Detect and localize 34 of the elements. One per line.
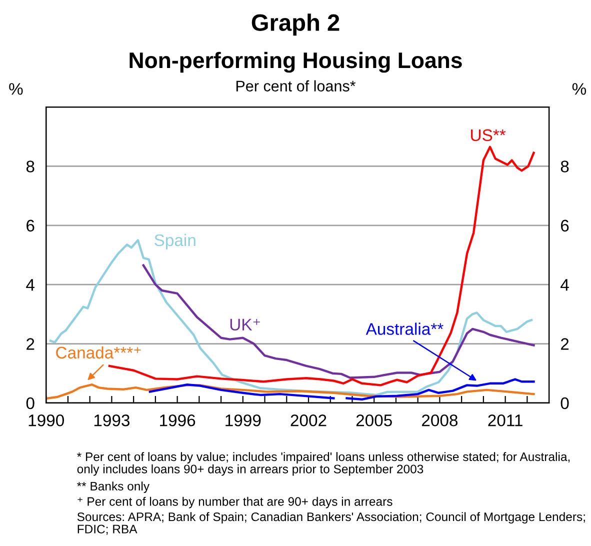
x-tick-label: 1996 <box>160 414 196 426</box>
series-label: US** <box>471 129 506 142</box>
y-tick-label: 2 <box>26 338 34 350</box>
chart-subtitle: Per cent of loans* <box>236 80 356 92</box>
text: Australia** <box>366 322 444 335</box>
y2-tick-label: 8 <box>560 160 569 172</box>
x-tick-label: 1993 <box>94 414 130 426</box>
chart-title: Non-performing Housing Loans <box>130 52 462 73</box>
y2-tick-label: 2 <box>560 338 569 350</box>
x-tick-label: 2002 <box>290 414 326 426</box>
x-tick-label: 2011 <box>488 414 522 426</box>
y2-tick-label: 4 <box>560 279 569 291</box>
line-series <box>46 383 535 400</box>
y-tick-label: 6 <box>26 220 34 232</box>
y-tick-label: 8 <box>26 160 34 172</box>
x-tick-label: 1999 <box>226 414 261 426</box>
series-label: UK⁺ <box>230 318 260 330</box>
series-label: Spain <box>154 234 196 250</box>
y2-axis-title: % <box>572 83 586 95</box>
caption: Graph 2 <box>252 14 340 36</box>
series-label: Canada***⁺ <box>56 346 141 359</box>
x-tick-label: 1990 <box>28 414 64 426</box>
x-tick-label: 2005 <box>356 414 392 426</box>
line-series <box>142 264 535 379</box>
y-tick-label: 0 <box>26 397 34 410</box>
y2-tick-label: 0 <box>560 397 569 410</box>
x-tick-label: 2008 <box>422 414 458 426</box>
y-axis-title: % <box>9 83 23 95</box>
y2-tick-label: 6 <box>560 220 569 232</box>
text: * Per cent of loans by value; includes 'impaired' loans unless otherwise stated; for Australia, only includes loans 90+ days in arrears prior to September 2003 <box>77 452 570 476</box>
y-tick-label: 4 <box>26 279 34 291</box>
text: ⁺ Per cent of loans by number that are 90+ days in arrears <box>78 496 392 508</box>
text: ** Banks only <box>77 482 150 493</box>
source-note: Sources: APRA; Bank of Spain; Canadian Bankers' Association; Council of Mortgage Lenders; FDIC; RBA <box>77 512 585 535</box>
